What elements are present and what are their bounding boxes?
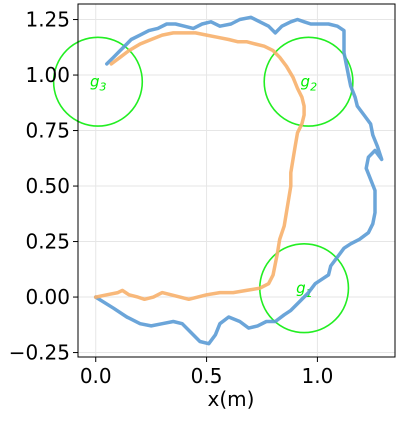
y-tick-label: 0.75: [25, 119, 70, 143]
y-tick-label: 0.00: [25, 285, 70, 309]
goal-label-base: g: [90, 73, 100, 91]
x-tick-label: 0.0: [80, 364, 112, 388]
x-axis-label: x(m): [208, 387, 255, 411]
goal-label-2: g2: [301, 73, 318, 94]
trajectories: [93, 15, 384, 346]
ticks: 0.0 0.5 1.0 −0.25 0.00 0.25 0.50 0.75 1.00 1.25: [9, 8, 334, 388]
y-tick-label: 0.50: [25, 174, 70, 198]
grid: [78, 4, 395, 357]
y-tick-label: 1.00: [25, 63, 70, 87]
goal-label-base: g: [296, 279, 306, 297]
plot-frame: [77, 3, 396, 358]
goal-label-subscript: 3: [99, 81, 106, 94]
goal-label-subscript: 2: [310, 81, 317, 94]
x-tick-label: 0.5: [191, 364, 223, 388]
goal-label-3: g3: [90, 73, 107, 94]
goal-circle-3: [52, 36, 144, 127]
goal-circle-2: [263, 36, 354, 127]
trajectory-line-1: [93, 15, 384, 346]
y-tick-label: −0.25: [9, 341, 70, 365]
trajectory-line-2: [93, 31, 306, 302]
y-tick-label: 1.25: [25, 8, 70, 32]
goal-label-base: g: [301, 73, 311, 91]
y-tick-label: 0.25: [25, 230, 70, 254]
x-tick-label: 1.0: [302, 364, 334, 388]
